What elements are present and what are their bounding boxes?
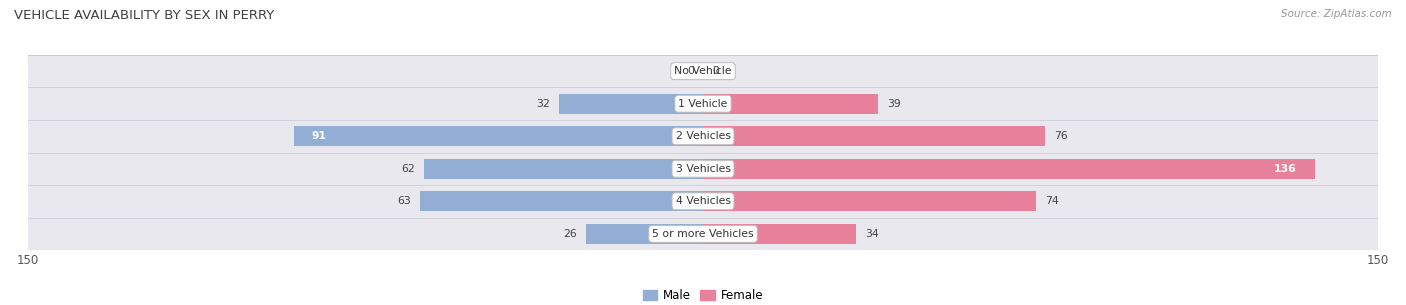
Text: 1 Vehicle: 1 Vehicle [678, 99, 728, 109]
Bar [703, 94, 879, 114]
Text: 63: 63 [396, 196, 411, 206]
Text: 39: 39 [887, 99, 901, 109]
Text: 32: 32 [536, 99, 550, 109]
Bar [28, 152, 1378, 185]
Bar [28, 185, 1378, 217]
Bar [560, 94, 703, 114]
Bar [28, 55, 1378, 88]
Text: 0: 0 [688, 66, 695, 76]
Bar [28, 217, 1378, 250]
Bar [586, 224, 703, 244]
Text: 26: 26 [564, 229, 576, 239]
Text: 4 Vehicles: 4 Vehicles [675, 196, 731, 206]
Text: 3 Vehicles: 3 Vehicles [675, 164, 731, 174]
Bar [294, 126, 703, 146]
Text: VEHICLE AVAILABILITY BY SEX IN PERRY: VEHICLE AVAILABILITY BY SEX IN PERRY [14, 9, 274, 22]
Legend: Male, Female: Male, Female [638, 284, 768, 305]
Bar [703, 224, 856, 244]
Text: 74: 74 [1045, 196, 1059, 206]
Bar [419, 191, 703, 211]
Bar [425, 159, 703, 179]
Text: 5 or more Vehicles: 5 or more Vehicles [652, 229, 754, 239]
Text: 76: 76 [1054, 131, 1067, 141]
Bar [703, 126, 1045, 146]
Text: 2 Vehicles: 2 Vehicles [675, 131, 731, 141]
Text: Source: ZipAtlas.com: Source: ZipAtlas.com [1281, 9, 1392, 19]
Bar [703, 191, 1036, 211]
Text: No Vehicle: No Vehicle [675, 66, 731, 76]
Bar [28, 88, 1378, 120]
Text: 136: 136 [1274, 164, 1296, 174]
Text: 34: 34 [865, 229, 879, 239]
Text: 91: 91 [312, 131, 326, 141]
Text: 62: 62 [401, 164, 415, 174]
Bar [703, 159, 1315, 179]
Text: 0: 0 [711, 66, 718, 76]
Bar [28, 120, 1378, 152]
